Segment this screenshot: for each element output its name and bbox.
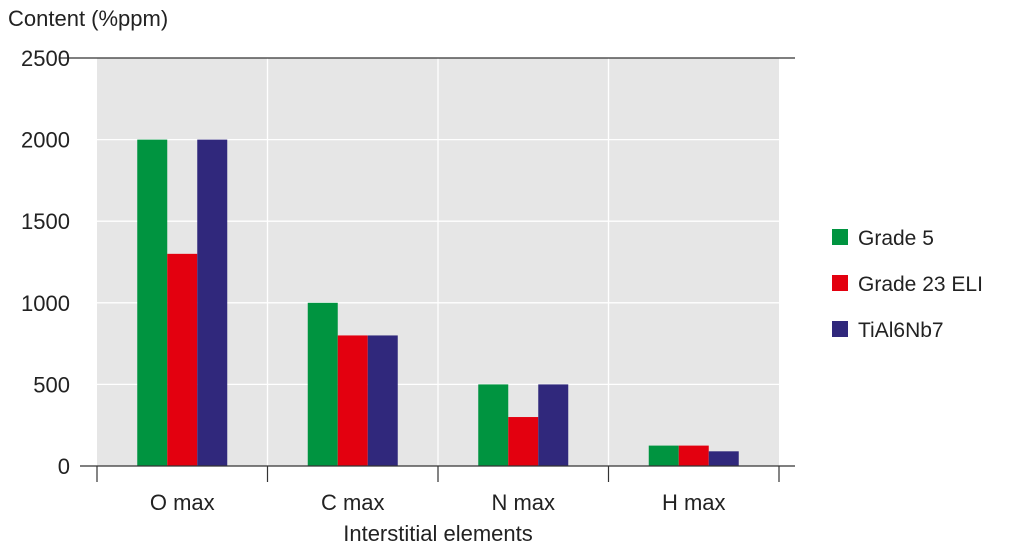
bar-tial6nb7-h-max (708, 451, 739, 466)
legend-item: Grade 5 (832, 227, 934, 250)
legend-swatch (832, 321, 848, 337)
legend-swatch (832, 229, 848, 245)
x-axis-label: Interstitial elements (343, 521, 533, 546)
x-tick-label: N max (491, 490, 555, 515)
x-tick-label: C max (321, 490, 385, 515)
y-tick-label: 2000 (21, 128, 70, 153)
bar-grade-5-c-max (307, 302, 338, 466)
bar-grade-5-h-max (648, 445, 679, 466)
tick-labels-group: 0 500 1000 1500 2000 2500 O max C max N max H max (21, 46, 725, 515)
bar-grade-23-eli-c-max (337, 335, 368, 466)
bar-tial6nb7-n-max (538, 384, 569, 466)
legend-swatch (832, 275, 848, 291)
bar-grade-23-eli-h-max (678, 445, 709, 466)
y-tick-label: 0 (58, 454, 70, 479)
x-tick-label: H max (662, 490, 726, 515)
legend: Grade 5 Grade 23 ELI TiAl6Nb7 (832, 227, 983, 342)
bar-grade-5-n-max (478, 384, 509, 466)
y-tick-label: 1500 (21, 209, 70, 234)
bar-grade-23-eli-n-max (508, 417, 539, 466)
legend-label: TiAl6Nb7 (858, 319, 944, 342)
legend-label: Grade 23 ELI (858, 273, 983, 296)
bar-tial6nb7-o-max (197, 139, 228, 466)
y-tick-label: 1000 (21, 291, 70, 316)
legend-item: TiAl6Nb7 (832, 319, 944, 342)
bar-grade-5-o-max (137, 139, 168, 466)
legend-item: Grade 23 ELI (832, 273, 983, 296)
bar-grade-23-eli-o-max (167, 253, 198, 466)
legend-label: Grade 5 (858, 227, 934, 250)
y-axis-label: Content (%ppm) (8, 6, 168, 31)
axes-group (60, 57, 795, 482)
y-tick-label: 2500 (21, 46, 70, 71)
x-tick-label: O max (150, 490, 215, 515)
bar-tial6nb7-c-max (367, 335, 398, 466)
bars-group (137, 139, 739, 466)
y-tick-label: 500 (33, 372, 70, 397)
